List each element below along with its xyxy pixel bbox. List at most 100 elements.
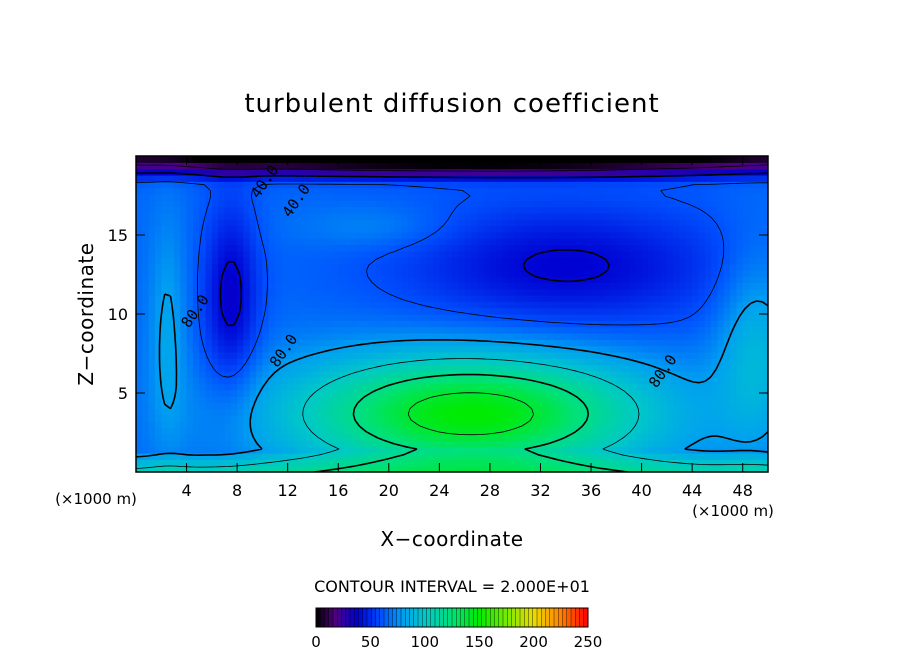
heatmap-cell xyxy=(483,193,491,201)
heatmap-cell xyxy=(199,351,207,359)
heatmap-cell xyxy=(452,459,459,467)
heatmap-cell xyxy=(628,465,636,472)
heatmap-cell xyxy=(363,156,371,163)
heatmap-cell xyxy=(154,314,162,321)
heatmap-cell xyxy=(357,244,365,252)
heatmap-cell xyxy=(730,415,737,423)
heatmap-cell xyxy=(211,238,219,246)
heatmap-cell xyxy=(287,339,295,347)
heatmap-cell xyxy=(306,415,314,423)
heatmap-cell xyxy=(723,408,731,416)
heatmap-cell xyxy=(692,288,700,296)
heatmap-cell xyxy=(173,193,181,201)
heatmap-cell xyxy=(319,320,327,328)
heatmap-cell xyxy=(565,269,573,277)
heatmap-cell xyxy=(534,156,542,163)
heatmap-cell xyxy=(489,282,497,290)
heatmap-cell xyxy=(641,446,649,454)
heatmap-cell xyxy=(275,421,282,429)
heatmap-cell xyxy=(685,156,693,163)
heatmap-cell xyxy=(136,269,143,277)
heatmap-cell xyxy=(603,332,611,340)
heatmap-cell xyxy=(508,440,516,448)
heatmap-cell xyxy=(685,250,693,258)
heatmap-cell xyxy=(262,168,270,176)
heatmap-cell xyxy=(685,244,693,252)
heatmap-cell xyxy=(546,225,554,233)
heatmap-cell xyxy=(515,206,523,214)
heatmap-cell xyxy=(711,396,719,404)
heatmap-cell xyxy=(755,427,763,435)
heatmap-cell xyxy=(628,326,636,334)
heatmap-cell xyxy=(161,465,169,472)
heatmap-cell xyxy=(496,282,504,290)
heatmap-cell xyxy=(527,288,535,296)
heatmap-cell xyxy=(622,396,630,404)
heatmap-cell xyxy=(616,434,624,441)
heatmap-cell xyxy=(749,282,756,290)
heatmap-cell xyxy=(470,307,478,315)
heatmap-cell xyxy=(275,206,282,214)
heatmap-cell xyxy=(192,257,200,265)
heatmap-cell xyxy=(369,402,377,410)
heatmap-cell xyxy=(136,181,143,189)
heatmap-cell xyxy=(553,453,561,460)
heatmap-cell xyxy=(433,408,440,416)
heatmap-cell xyxy=(628,307,636,315)
heatmap-cell xyxy=(312,358,320,366)
heatmap-cell xyxy=(173,219,181,227)
heatmap-cell xyxy=(572,276,579,283)
heatmap-cell xyxy=(565,301,573,309)
heatmap-cell xyxy=(249,206,257,214)
heatmap-cell xyxy=(540,174,548,182)
heatmap-cell xyxy=(736,295,744,302)
heatmap-cell xyxy=(205,301,213,309)
heatmap-cell xyxy=(433,377,440,385)
heatmap-cell xyxy=(755,453,763,460)
heatmap-cell xyxy=(584,364,592,372)
heatmap-cell xyxy=(331,408,339,416)
heatmap-cell xyxy=(730,231,737,239)
heatmap-cell xyxy=(420,288,428,296)
heatmap-cell xyxy=(647,396,655,404)
heatmap-cell xyxy=(584,345,592,353)
heatmap-cell xyxy=(148,396,156,404)
heatmap-cell xyxy=(572,168,579,176)
heatmap-cell xyxy=(660,269,668,277)
heatmap-cell xyxy=(452,276,459,283)
heatmap-cell xyxy=(243,465,251,472)
heatmap-cell xyxy=(363,339,371,347)
heatmap-cell xyxy=(679,168,687,176)
heatmap-cell xyxy=(268,269,276,277)
heatmap-cell xyxy=(294,434,301,441)
heatmap-cell xyxy=(249,212,257,220)
heatmap-cell xyxy=(186,295,194,302)
heatmap-cell xyxy=(173,364,181,372)
heatmap-cell xyxy=(458,332,466,340)
heatmap-cell xyxy=(470,263,478,271)
heatmap-cell xyxy=(591,238,598,246)
heatmap-cell xyxy=(142,250,150,258)
heatmap-cell xyxy=(635,212,643,220)
heatmap-cell xyxy=(635,307,643,315)
heatmap-cell xyxy=(338,225,346,233)
heatmap-cell xyxy=(407,332,415,340)
heatmap-cell xyxy=(679,212,687,220)
heatmap-cell xyxy=(635,389,643,397)
heatmap-cell xyxy=(502,434,510,441)
heatmap-cell xyxy=(281,162,289,170)
heatmap-cell xyxy=(452,301,459,309)
heatmap-cell xyxy=(660,358,668,366)
heatmap-cell xyxy=(458,288,466,296)
heatmap-cell xyxy=(521,181,529,189)
heatmap-cell xyxy=(369,212,377,220)
heatmap-cell xyxy=(496,231,504,239)
heatmap-cell xyxy=(154,427,162,435)
heatmap-cell xyxy=(237,364,245,372)
heatmap-cell xyxy=(635,314,643,321)
heatmap-cell xyxy=(489,370,497,378)
heatmap-cell xyxy=(679,295,687,302)
heatmap-cell xyxy=(502,459,510,467)
heatmap-cell xyxy=(578,339,586,347)
heatmap-cell xyxy=(300,168,308,176)
